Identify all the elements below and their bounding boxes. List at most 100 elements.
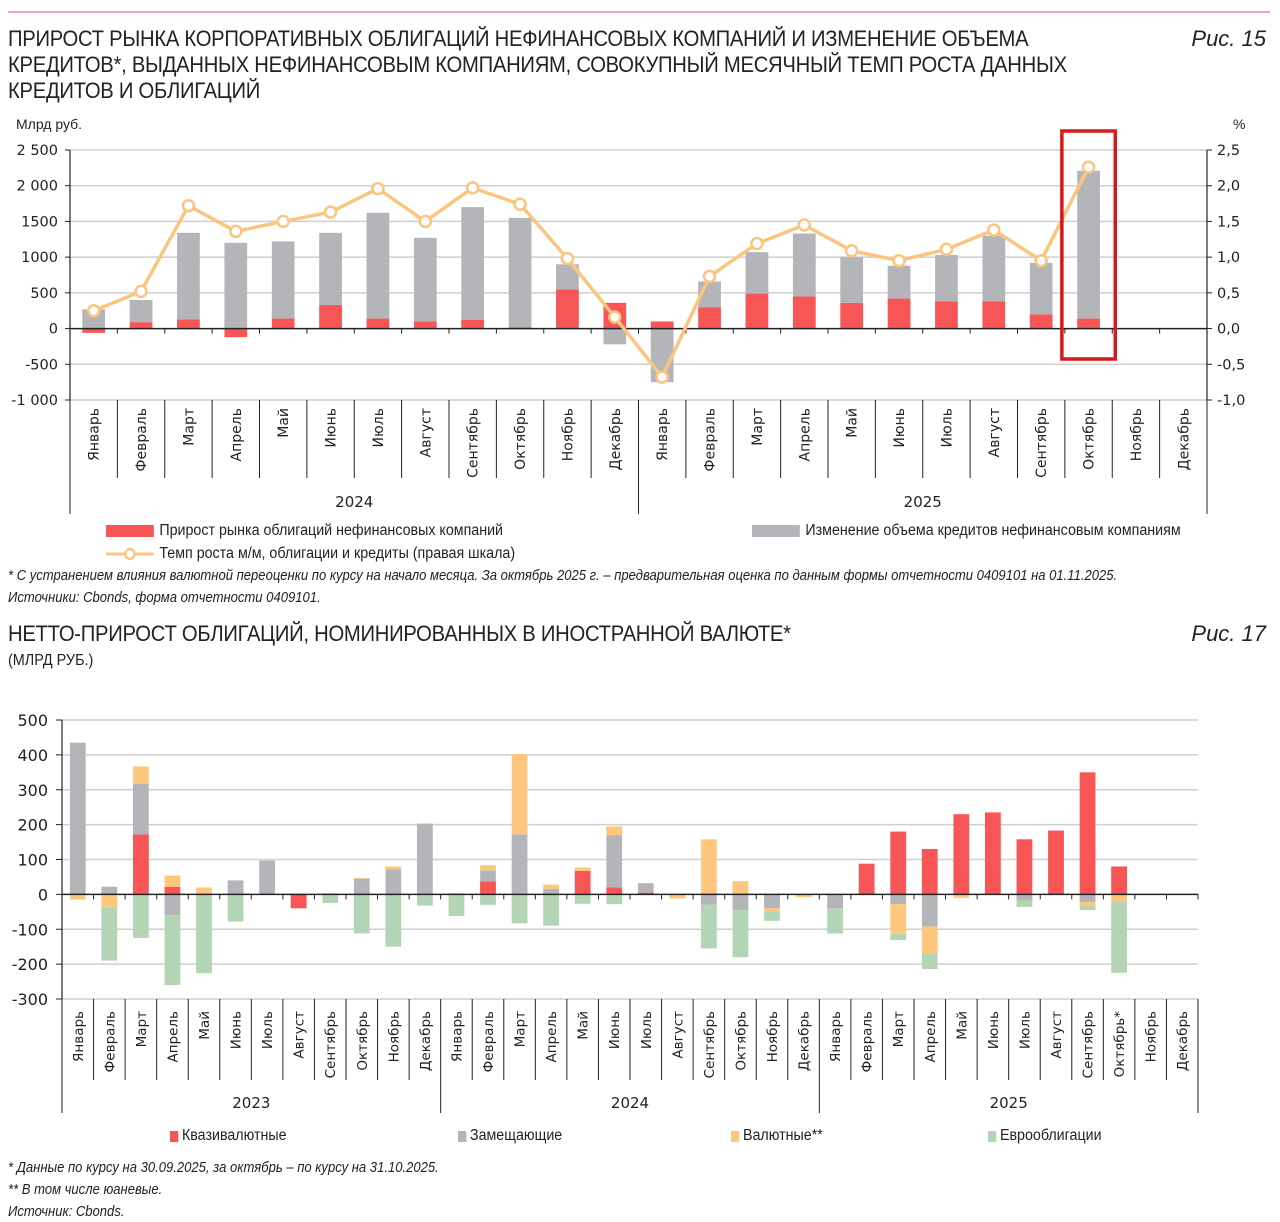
chart1-bar-gray (319, 232, 342, 305)
chart2-bar-green (196, 894, 212, 974)
chart2-bar-green (1016, 900, 1033, 907)
chart2-category-label: Сентябрь (1081, 1011, 1097, 1078)
chart1-y2-tick-label: 1,5 (1217, 214, 1240, 230)
chart1-bar-gray (887, 265, 911, 299)
chart1-highlight-box (1060, 129, 1117, 361)
chart1-bar-gray (603, 328, 627, 345)
chart1-legend-line-marker-icon (106, 547, 154, 561)
chart2-bar-orange (574, 867, 591, 872)
chart1-category-label: Сентябрь (1034, 408, 1050, 478)
chart2-bar-green (701, 904, 717, 949)
chart2-category-label: Апрель (544, 1011, 560, 1063)
chart1-y-tick-label: -500 (25, 357, 58, 373)
figure1-right-unit: % (1233, 116, 1246, 132)
chart2-y-tick-label: -300 (12, 990, 48, 1009)
chart2-bar-gray (701, 894, 717, 905)
chart2-category-label: Август (292, 1011, 308, 1059)
chart2-bar-green (764, 911, 780, 921)
figure1-title-line-1: ПРИРОСТ РЫНКА КОРПОРАТИВНЫХ ОБЛИГАЦИЙ НЕ… (8, 26, 1029, 51)
chart2-category-label: Сентябрь (702, 1011, 718, 1078)
chart1-category-label: Октябрь (1082, 408, 1098, 470)
chart1-rate-point (702, 269, 717, 284)
chart2-category-label: Март (134, 1011, 150, 1047)
chart1-category-label: Декабрь (1176, 408, 1192, 470)
chart1-bar-gray (556, 264, 579, 290)
chart2-bar-green (385, 894, 402, 947)
chart2-bar-orange (543, 884, 559, 889)
figure1-source: Источники: Cbonds, форма отчетности 0409… (8, 590, 321, 606)
chart1-category-label: Декабрь (608, 408, 624, 470)
chart1-legend-item-credits: Изменение объема кредитов нефинансовым к… (752, 522, 1181, 540)
chart1-rate-point (750, 236, 764, 251)
chart1-category-label: Апрель (797, 408, 813, 461)
chart1-y2-tick-label: 0,5 (1217, 286, 1240, 302)
chart1-category-label: Ноябрь (560, 408, 576, 461)
chart2-bar-orange (353, 877, 370, 879)
chart2-legend-label-eurobonds: Еврооблигации (999, 1127, 1102, 1144)
chart1-y2-tick-label: 2,0 (1217, 179, 1240, 195)
chart2-bar-red (164, 886, 181, 895)
chart2-bar-red (480, 881, 496, 895)
chart2-bar-orange (480, 865, 496, 871)
chart2-category-label: Июнь (607, 1011, 623, 1049)
chart1-bar-gray (982, 235, 1006, 302)
chart1-bar-red (413, 321, 437, 329)
chart2-category-label: Февраль (481, 1011, 497, 1072)
chart1-bar-gray (224, 242, 248, 329)
chart1-rate-line (93, 166, 1091, 379)
chart1-rate-point (418, 214, 433, 229)
chart1-bar-gray (792, 233, 816, 297)
chart1-rate-point (229, 224, 243, 239)
chart1-legend-item-rate: Темп роста м/м, облигации и кредиты (пра… (106, 545, 515, 563)
chart1-rate-point (465, 181, 480, 195)
chart2-category-label: Ноябрь (386, 1011, 402, 1062)
chart2-bar-green (133, 894, 149, 938)
chart2-bar-gray (480, 870, 496, 882)
chart1-category-label: Июнь (892, 408, 908, 448)
chart2-bar-gray (511, 834, 528, 895)
figure2-footnote-2: ** В том числе юаневые. (8, 1182, 163, 1198)
chart1-rate-point (181, 198, 196, 213)
chart1-category-label: Август (418, 408, 434, 457)
chart2-category-label: Январь (449, 1011, 465, 1062)
chart2-bar-gray (417, 823, 433, 895)
chart1-category-label: Июль (939, 408, 955, 447)
chart2-category-label: Февраль (102, 1011, 118, 1072)
figure1-footnote: * С устранением влияния валютной переоце… (8, 568, 1118, 584)
figure2-subtitle: (МЛРД РУБ.) (8, 652, 94, 669)
chart1-category-label: Март (750, 408, 766, 446)
chart1-category-label: Июнь (324, 408, 340, 448)
chart2-bar-gray (353, 878, 370, 895)
chart2-category-label: Май (576, 1011, 592, 1040)
chart2-category-label: Февраль (860, 1011, 876, 1072)
chart2-year-label: 2024 (611, 1094, 649, 1112)
chart2-y-tick-label: 500 (17, 711, 48, 730)
chart1-bar-red (745, 293, 769, 329)
figure1-title-line-2: КРЕДИТОВ*, ВЫДАННЫХ НЕФИНАНСОВЫМ КОМПАНИ… (8, 52, 1067, 77)
chart2-bar-green (227, 894, 244, 922)
figure1-left-unit: Млрд руб. (16, 116, 83, 132)
chart1-y-tick-label: 2 000 (16, 179, 58, 195)
chart2-legend-label-quasi: Квазивалютные (181, 1127, 287, 1144)
chart1-bar-gray (177, 232, 200, 320)
chart1-rate-point (86, 303, 101, 318)
chart1-bar-red (1077, 318, 1100, 329)
chart2-legend-label-substitute: Замещающие (469, 1127, 563, 1144)
chart2-legend-swatch-red (170, 1130, 179, 1142)
chart1-bar-red (698, 307, 721, 329)
chart2-category-label: Июль (260, 1011, 276, 1049)
chart1-year-label: 2024 (335, 493, 373, 511)
chart1-category-label: Ноябрь (1129, 408, 1145, 461)
chart1-bar-red (650, 321, 674, 329)
chart2-bar-green (543, 894, 559, 926)
chart1-y-tick-label: 0 (49, 322, 58, 338)
chart1-y2-tick-label: 2,5 (1217, 143, 1240, 159)
figure2-title: НЕТТО-ПРИРОСТ ОБЛИГАЦИЙ, НОМИНИРОВАННЫХ … (8, 621, 791, 646)
chart1-rate-point (987, 223, 1001, 237)
chart1-legend-swatch-red (106, 525, 154, 537)
chart1-rate-point (134, 284, 148, 299)
chart2-bar-gray (890, 894, 907, 905)
chart1-bar-gray (935, 255, 958, 302)
chart2-bar-red (1079, 772, 1096, 895)
chart2-legend-item-quasi: Квазивалютные (170, 1127, 287, 1145)
